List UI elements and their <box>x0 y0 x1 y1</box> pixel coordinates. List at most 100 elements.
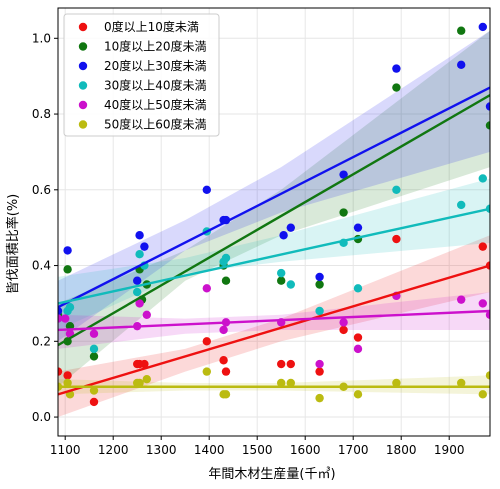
data-point-series-5 <box>202 367 211 376</box>
x-tick-label: 1300 <box>146 443 177 457</box>
confidence-band-3 <box>58 178 490 330</box>
legend-marker-0 <box>78 22 88 32</box>
data-point-series-4 <box>89 329 99 338</box>
x-tick-label: 1500 <box>242 443 273 457</box>
data-point-series-1 <box>339 208 348 217</box>
data-point-series-3 <box>65 303 75 312</box>
data-point-series-1 <box>457 26 466 35</box>
legend-label-3: 30度以上40度未満 <box>104 78 207 93</box>
data-point-series-1 <box>485 121 490 130</box>
x-tick-label: 1700 <box>338 443 369 457</box>
legend-box <box>63 13 220 137</box>
data-point-series-4 <box>135 299 144 308</box>
data-point-series-4 <box>219 325 228 335</box>
legend-marker-5 <box>78 120 88 129</box>
data-point-series-2 <box>353 223 363 232</box>
y-tick-label: 0.6 <box>32 183 51 197</box>
fit-line-series-1 <box>58 94 490 347</box>
legend-label-0: 0度以上10度未満 <box>104 19 199 34</box>
y-axis-label: 皆伐面積比率(%) <box>5 194 21 295</box>
data-point-series-4 <box>315 359 324 369</box>
x-axis-label: 年間木材生産量(千㎥) <box>208 466 335 482</box>
data-point-series-5 <box>392 378 401 388</box>
legend-marker-1 <box>78 42 88 51</box>
legend-label-4: 40度以上50度未満 <box>104 97 207 112</box>
data-point-series-5 <box>353 390 363 399</box>
data-point-series-0 <box>392 234 401 244</box>
data-point-series-2 <box>279 231 288 240</box>
data-point-series-3 <box>392 185 401 195</box>
data-point-series-3 <box>277 268 286 278</box>
legend-marker-2 <box>78 61 88 71</box>
data-point-series-2 <box>485 102 490 111</box>
data-point-series-5 <box>485 371 490 380</box>
legend-label-1: 10度以上20度未満 <box>104 39 207 54</box>
data-point-series-5 <box>89 386 99 395</box>
x-tick-label: 1200 <box>98 443 129 457</box>
data-point-series-2 <box>457 60 466 70</box>
data-point-series-4 <box>457 295 466 304</box>
x-tick-label: 1600 <box>290 443 321 457</box>
data-point-series-5 <box>478 390 487 399</box>
data-point-series-5 <box>315 393 324 403</box>
data-point-series-5 <box>142 374 151 384</box>
data-point-series-0 <box>286 359 295 369</box>
y-tick-label: 0.8 <box>32 107 51 121</box>
data-point-series-3 <box>315 306 324 316</box>
data-point-series-5 <box>221 390 231 399</box>
legend-marker-4 <box>78 100 88 110</box>
data-point-series-2 <box>478 22 487 32</box>
data-point-series-1 <box>89 352 99 361</box>
data-point-series-2 <box>202 185 211 195</box>
data-point-series-3 <box>89 344 99 354</box>
legend-label-2: 20度以上30度未満 <box>104 58 207 73</box>
legend-marker-3 <box>78 81 88 90</box>
data-point-series-4 <box>339 318 348 327</box>
x-tick-label: 1900 <box>434 443 465 457</box>
fit-line-series-2 <box>58 86 490 309</box>
data-point-series-1 <box>392 83 401 92</box>
data-point-series-3 <box>135 249 144 259</box>
data-point-series-4 <box>353 344 363 354</box>
data-point-series-5 <box>457 378 466 388</box>
data-point-series-2 <box>286 223 295 232</box>
confidence-band-0 <box>58 235 490 418</box>
data-point-series-3 <box>221 253 231 263</box>
x-tick-label: 1100 <box>50 443 81 457</box>
data-point-series-0 <box>219 356 228 365</box>
confidence-band-5 <box>58 375 490 395</box>
x-tick-label: 1400 <box>194 443 225 457</box>
data-point-series-0 <box>478 242 487 251</box>
data-point-series-4 <box>485 310 490 319</box>
data-point-series-4 <box>60 314 70 323</box>
y-tick-label: 0.4 <box>32 259 51 273</box>
data-point-series-5 <box>286 378 295 388</box>
data-point-series-0 <box>58 367 63 376</box>
data-point-series-4 <box>142 310 151 319</box>
data-point-series-0 <box>277 359 286 369</box>
data-point-series-1 <box>63 265 72 274</box>
data-point-series-2 <box>133 276 142 285</box>
data-point-series-0 <box>63 371 72 380</box>
y-tick-label: 0.2 <box>32 334 51 348</box>
y-tick-label: 1.0 <box>32 31 51 45</box>
data-point-series-1 <box>315 280 324 289</box>
data-point-series-0 <box>221 367 231 376</box>
data-layer <box>58 22 490 418</box>
plot-area: 1100 1200 1300 1400 1500 1600 1700 1800 1900 0.0 0… <box>32 7 491 457</box>
confidence-band-1 <box>58 30 490 387</box>
data-point-series-3 <box>133 287 142 297</box>
legend-label-5: 50度以上60度未満 <box>104 117 207 132</box>
data-point-series-1 <box>221 276 231 285</box>
data-point-series-4 <box>58 314 63 323</box>
data-point-series-0 <box>315 367 324 376</box>
data-point-series-4 <box>202 284 211 293</box>
fit-line-series-0 <box>58 264 490 396</box>
data-point-series-3 <box>353 284 363 293</box>
data-point-series-2 <box>140 242 149 251</box>
data-point-series-5 <box>63 378 72 388</box>
plot-frame <box>57 7 491 437</box>
data-point-series-0 <box>202 337 211 346</box>
fit-line-series-3 <box>58 207 490 305</box>
